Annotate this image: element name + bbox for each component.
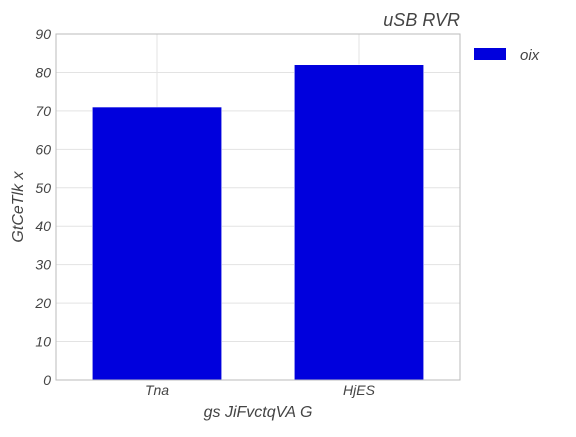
y-tick-label: 80 [35, 64, 51, 80]
y-tick-label: 0 [43, 372, 51, 388]
legend: oix [474, 47, 540, 64]
y-axis-label: GtCeTlk x [10, 170, 27, 242]
x-tick-label: Tna [145, 382, 169, 398]
x-tick-label: HjES [343, 382, 376, 398]
y-tick-label: 10 [35, 334, 51, 350]
y-ticks: 0 10 20 30 40 50 60 70 80 90 [34, 26, 51, 388]
x-ticks: Tna HjES [145, 382, 376, 398]
bars-layer [92, 65, 423, 380]
y-tick-label: 40 [35, 218, 51, 234]
chart-title: uSB RVR [383, 10, 460, 30]
bar-hjes [294, 65, 423, 380]
y-tick-label: 90 [35, 26, 51, 42]
legend-swatch [474, 48, 506, 60]
y-tick-label: 50 [35, 180, 51, 196]
legend-label: oix [520, 47, 540, 64]
y-tick-label: 30 [35, 257, 51, 273]
bar-tna [92, 107, 221, 380]
y-tick-label: 60 [35, 141, 51, 157]
y-tick-label: 20 [34, 295, 51, 311]
x-axis-label: gs JiFvctqVA G [204, 404, 313, 421]
y-tick-label: 70 [35, 103, 51, 119]
